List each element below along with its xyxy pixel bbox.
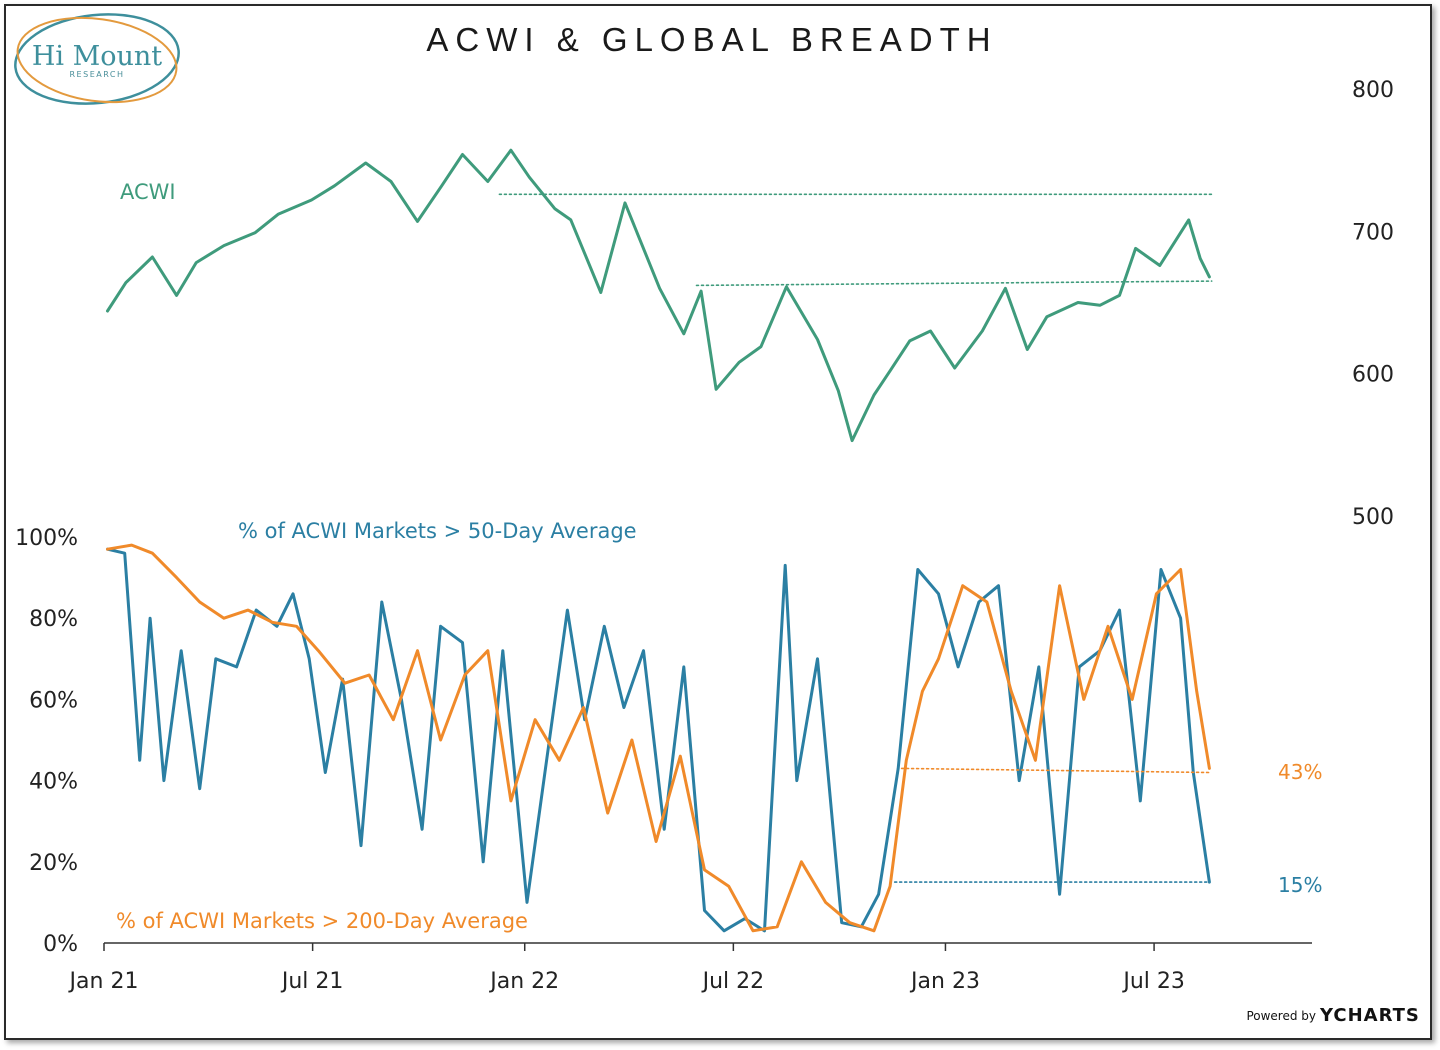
ycharts-brand: YCHARTS — [1319, 1005, 1420, 1026]
acwi-series-2-reference-line — [695, 280, 1213, 287]
x-tick-label: Jul 21 — [280, 969, 344, 994]
upper-y-axis: 800 700 600 500 — [1352, 78, 1394, 530]
breadth-series-1-line — [106, 543, 1211, 933]
x-tick-label: Jul 22 — [701, 969, 765, 994]
breadth-200-series-label: % of ACWI Markets > 200-Day Average — [116, 909, 528, 933]
upper-y-tick-label: 800 — [1352, 78, 1394, 103]
acwi-series-label: ACWI — [120, 180, 176, 204]
lower-y-tick-label: 60% — [29, 688, 78, 713]
x-axis: Jan 21 Jul 21 Jan 22 Jul 22 Jan 23 Jul 23 — [68, 942, 1312, 994]
lower-y-tick-label: 80% — [29, 607, 78, 632]
x-tick-label: Jul 23 — [1121, 969, 1185, 994]
breadth-series-2-reference-line — [900, 767, 1211, 774]
breadth-200-end-label: 43% — [1278, 760, 1322, 784]
x-tick-label: Jan 23 — [909, 969, 980, 994]
breadth-series-0-line — [106, 547, 1211, 933]
lower-y-tick-label: 20% — [29, 851, 78, 876]
powered-by-text: Powered by — [1246, 1009, 1316, 1023]
upper-plot — [106, 148, 1213, 443]
upper-y-tick-label: 500 — [1352, 505, 1394, 530]
breadth-50-end-label: 15% — [1278, 873, 1322, 897]
lower-y-tick-label: 0% — [43, 932, 78, 957]
logo-main-text: Hi Mount — [32, 41, 162, 72]
x-tick-label: Jan 22 — [488, 969, 559, 994]
chart-title: ACWI & GLOBAL BREADTH — [426, 21, 997, 58]
lower-y-tick-label: 40% — [29, 770, 78, 795]
lower-y-axis: 100% 80% 60% 40% 20% 0% — [15, 526, 78, 957]
chart-frame — [4, 4, 1432, 1040]
upper-y-tick-label: 700 — [1352, 220, 1394, 245]
hi-mount-logo: Hi Mount RESEARCH — [14, 13, 180, 105]
x-tick-label: Jan 21 — [68, 969, 139, 994]
breadth-50-series-label: % of ACWI Markets > 50-Day Average — [238, 519, 637, 543]
ycharts-credit: Powered by YCHARTS — [1246, 1005, 1420, 1026]
upper-y-tick-label: 600 — [1352, 363, 1394, 388]
lower-y-tick-label: 100% — [15, 526, 78, 551]
lower-plot — [106, 543, 1211, 933]
logo-sub-text: RESEARCH — [70, 70, 125, 79]
acwi-series-0-line — [106, 148, 1211, 443]
